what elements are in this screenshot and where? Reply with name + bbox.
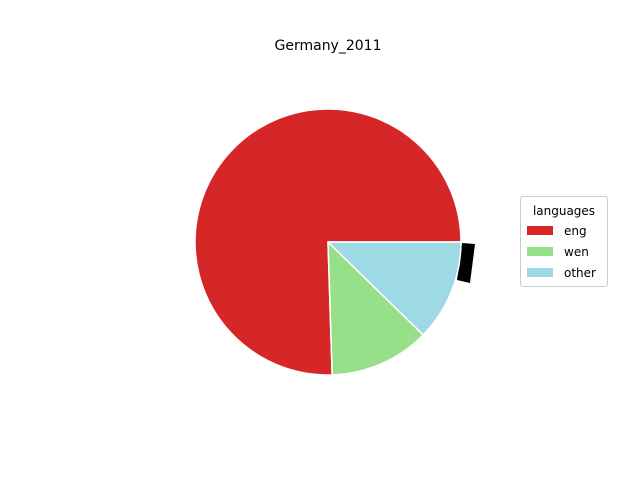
pie-slices	[194, 108, 462, 376]
legend-items: eng wen other	[527, 224, 596, 280]
chart-title: Germany_2011	[275, 38, 382, 54]
dark-marker-wedge	[457, 243, 475, 283]
legend-label-other: other	[564, 266, 596, 280]
legend-swatch-wen	[527, 247, 553, 256]
pie-slice-other	[327, 241, 462, 336]
legend: languages eng wen other	[520, 196, 608, 287]
legend-frame	[520, 196, 608, 287]
legend-label-eng: eng	[564, 224, 587, 238]
pie-slice-wen	[327, 241, 424, 376]
legend-title: languages	[533, 204, 595, 218]
legend-label-wen: wen	[564, 245, 589, 259]
legend-swatch-eng	[527, 226, 553, 235]
legend-swatch-other	[527, 268, 553, 277]
